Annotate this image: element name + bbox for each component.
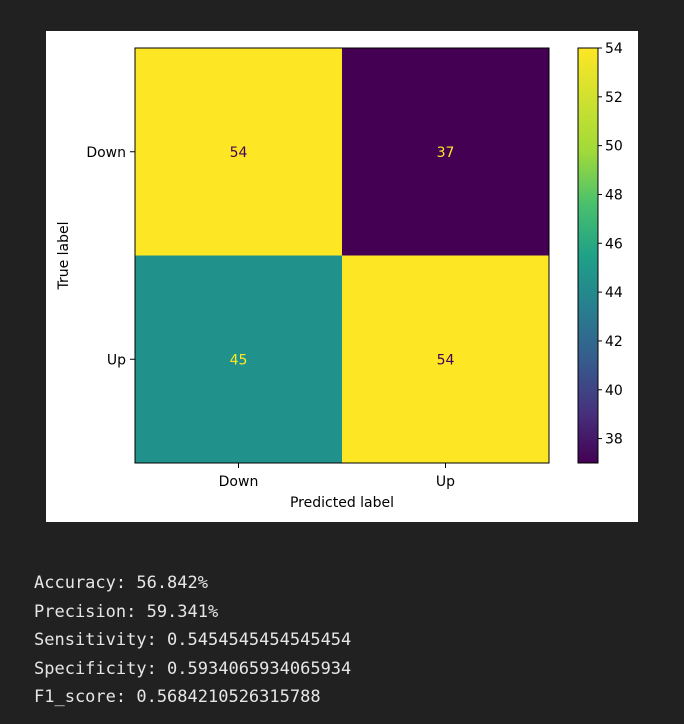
confusion-matrix-figure: 54 37 45 54 Down Up Down Up Predicted label Tr… xyxy=(46,31,638,522)
x-axis-label: Predicted label xyxy=(290,495,394,511)
y-tick-label: Down xyxy=(86,145,126,161)
axis-ticks: Down Up Down Up xyxy=(86,145,455,490)
colorbar-tick-label: 42 xyxy=(605,334,623,350)
colorbar-tick-label: 46 xyxy=(605,236,623,252)
heatmap-cells: 54 37 45 54 xyxy=(135,48,549,463)
heatmap-cell xyxy=(135,255,342,463)
x-tick-label: Down xyxy=(219,474,259,490)
y-axis-label: True label xyxy=(56,221,72,290)
specificity-line: Specificity: 0.5934065934065934 xyxy=(34,658,352,679)
cell-value-label: 54 xyxy=(437,352,455,368)
metrics-output: Accuracy: 56.842% Precision: 59.341% Sen… xyxy=(34,569,351,712)
cell-value-label: 37 xyxy=(437,145,455,161)
accuracy-line: Accuracy: 56.842% xyxy=(34,573,208,593)
colorbar-tick-label: 44 xyxy=(605,285,623,301)
x-tick-label: Up xyxy=(436,474,455,490)
colorbar-tick-label: 38 xyxy=(605,432,623,448)
colorbar-ticks: 38 40 42 44 46 48 50 52 54 xyxy=(598,41,623,448)
colorbar-tick-label: 40 xyxy=(605,383,623,399)
plot-frame xyxy=(134,47,550,464)
cell-value-label: 45 xyxy=(230,352,248,368)
colorbar-tick-label: 54 xyxy=(605,41,623,57)
cell-value-label: 54 xyxy=(230,145,248,161)
precision-line: Precision: 59.341% xyxy=(34,601,219,622)
heatmap-cell xyxy=(342,255,549,463)
heatmap-cell xyxy=(135,48,342,256)
colorbar-tick-label: 50 xyxy=(605,139,623,155)
confusion-matrix-chart: 54 37 45 54 Down Up Down Up Predicted label Tr… xyxy=(56,41,623,511)
colorbar xyxy=(577,47,599,464)
f1-score-line: F1_score: 0.5684210526315788 xyxy=(34,687,321,707)
sensitivity-line: Sensitivity: 0.5454545454545454 xyxy=(34,630,352,650)
colorbar-tick-label: 48 xyxy=(605,187,623,203)
y-tick-label: Up xyxy=(107,352,126,368)
colorbar-tick-label: 52 xyxy=(605,90,623,106)
heatmap-cell xyxy=(342,48,549,256)
